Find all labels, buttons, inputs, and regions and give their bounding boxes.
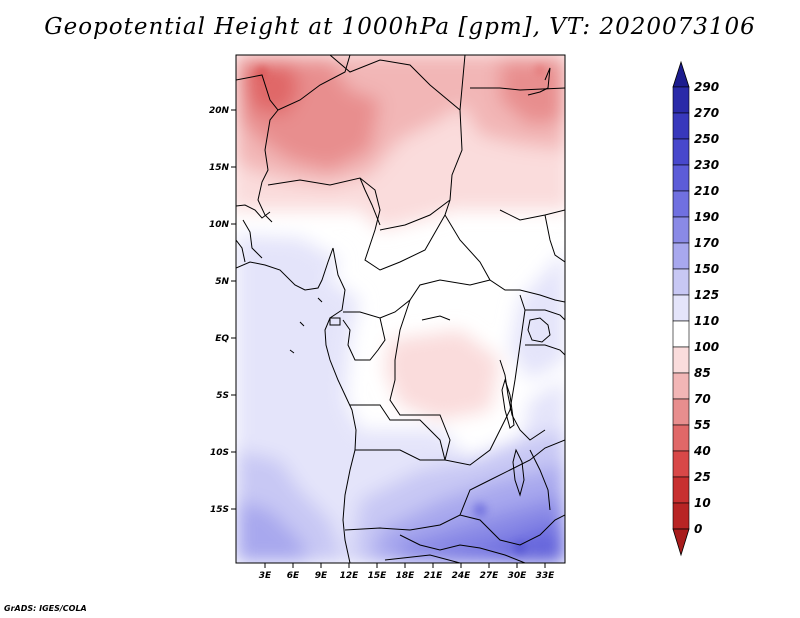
- lat-label: 10S: [210, 448, 229, 458]
- colorbar-swatch: [672, 294, 690, 322]
- colorbar-label: 55: [694, 418, 711, 432]
- lon-label: 18E: [396, 571, 416, 581]
- colorbar-label: 10: [694, 496, 711, 510]
- colorbar-top-arrow: [672, 60, 690, 88]
- colorbar-swatch: [672, 450, 690, 478]
- colorbar-label: 210: [694, 184, 719, 198]
- height-field: [236, 55, 565, 563]
- colorbar-swatch: [672, 112, 690, 140]
- lon-label: 3E: [259, 571, 272, 581]
- lat-label: 15N: [209, 163, 230, 173]
- lat-label: 10N: [209, 220, 230, 230]
- colorbar-label: 40: [693, 444, 711, 458]
- colorbar-swatch: [672, 398, 690, 426]
- lon-label: 6E: [287, 571, 300, 581]
- lon-label: 21E: [424, 571, 444, 581]
- colorbar-label: 70: [694, 392, 711, 406]
- map-area[interactable]: [230, 50, 570, 564]
- colorbar-label: 110: [694, 314, 719, 328]
- colorbar-swatch: [672, 190, 690, 218]
- colorbar-label: 85: [694, 366, 711, 380]
- colorbar-bottom-arrow: [672, 528, 690, 557]
- colorbar: 290 270 250 230 210 190 170 150 125 110 …: [672, 60, 719, 557]
- lon-label: 15E: [368, 571, 388, 581]
- colorbar-label: 230: [694, 158, 719, 172]
- colorbar-swatch: [672, 372, 690, 400]
- colorbar-label: 190: [694, 210, 719, 224]
- lat-label: EQ: [215, 334, 229, 344]
- grads-credit: GrADS: IGES/COLA: [4, 604, 87, 613]
- colorbar-label: 270: [694, 106, 719, 120]
- colorbar-label: 125: [694, 288, 719, 302]
- colorbar-swatch: [672, 476, 690, 504]
- lat-label: 5S: [216, 391, 229, 401]
- colorbar-label: 250: [694, 132, 719, 146]
- colorbar-swatch: [672, 216, 690, 244]
- colorbar-swatch: [672, 346, 690, 374]
- lat-label: 5N: [215, 277, 229, 287]
- colorbar-swatch: [672, 164, 690, 192]
- colorbar-swatch: [672, 86, 690, 114]
- lon-label: 24E: [452, 571, 472, 581]
- colorbar-swatch: [672, 138, 690, 166]
- lat-label: 20N: [209, 106, 230, 116]
- lat-label: 15S: [210, 505, 229, 515]
- lon-label: 27E: [480, 571, 500, 581]
- lon-label: 12E: [340, 571, 360, 581]
- lon-label: 9E: [315, 571, 328, 581]
- colorbar-swatch: [672, 424, 690, 452]
- colorbar-label: 290: [694, 80, 719, 94]
- colorbar-label: 25: [694, 470, 711, 484]
- country-borders: [236, 55, 565, 563]
- colorbar-label: 100: [694, 340, 719, 354]
- colorbar-label: 150: [694, 262, 719, 276]
- lon-label: 33E: [536, 571, 556, 581]
- colorbar-swatch: [672, 502, 690, 530]
- lon-label: 30E: [508, 571, 528, 581]
- colorbar-label: 170: [694, 236, 719, 250]
- chart-title: Geopotential Height at 1000hPa [gpm], VT…: [44, 14, 756, 40]
- colorbar-swatch: [672, 268, 690, 296]
- colorbar-label: 0: [694, 522, 702, 536]
- colorbar-swatch: [672, 320, 690, 348]
- lat-axis: 20N 15N 10N 5N EQ 5S 10S 15S: [209, 106, 236, 515]
- lakes-and-islands: [289, 67, 551, 497]
- lon-axis: 3E 6E 9E 12E 15E 18E 21E 24E 27E 30E 33E: [259, 563, 555, 581]
- colorbar-swatch: [672, 242, 690, 270]
